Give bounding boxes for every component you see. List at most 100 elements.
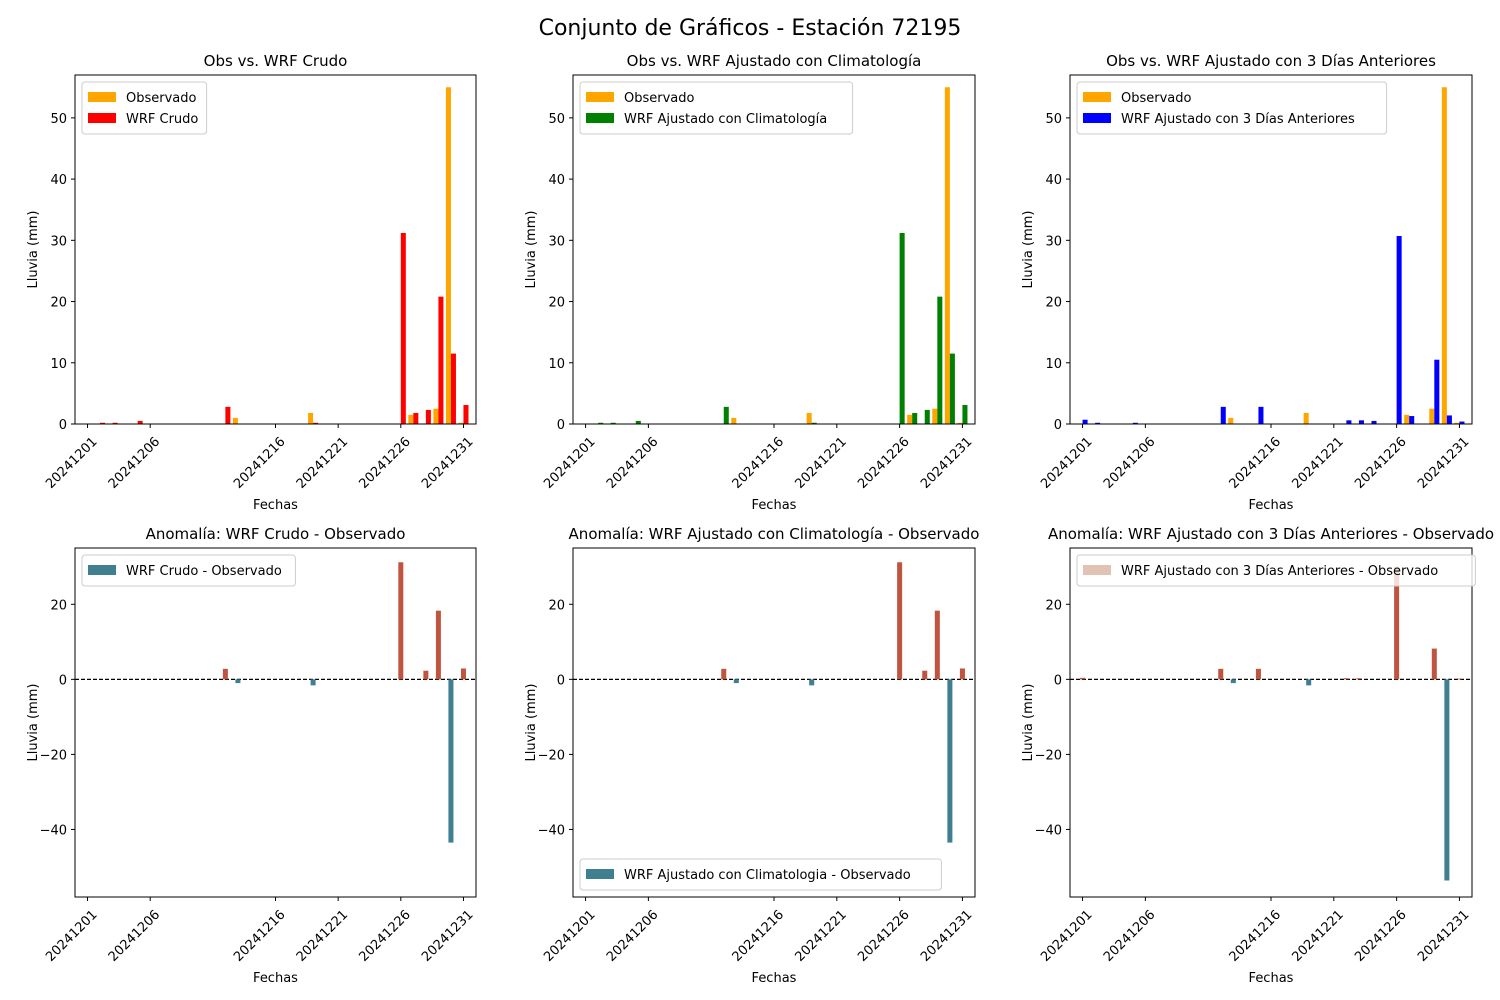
- x-axis-label: Fechas: [752, 971, 797, 986]
- bar-observado-20241231: [957, 422, 963, 424]
- bar-observado-20241227: [408, 414, 414, 424]
- x-tick-label: 20241201: [1038, 907, 1095, 964]
- y-tick-label: −40: [538, 823, 565, 838]
- plot-area: [75, 562, 476, 843]
- bar-observado-20241230: [944, 87, 950, 424]
- y-tick-label: 20: [1045, 296, 1062, 311]
- bar-wrf-ajustado-con-climatolog-a-20241231: [962, 405, 968, 424]
- plot-area: [1070, 566, 1472, 881]
- anomaly-bar-20241230: [448, 679, 454, 843]
- x-tick-label: 20241216: [1227, 434, 1284, 491]
- bar-wrf-ajustado-con-climatolog-a-20241227: [912, 412, 918, 424]
- y-tick-label: −40: [40, 823, 67, 838]
- bar-observado-20241229: [433, 408, 439, 424]
- x-tick-label: 20241226: [855, 434, 912, 491]
- legend-label: Observado: [1121, 91, 1192, 106]
- y-tick-label: 20: [548, 598, 565, 613]
- legend-label: WRF Ajustado con 3 Días Anteriores: [1121, 112, 1355, 127]
- legend-swatch: [586, 113, 614, 123]
- bar-observado-20241219: [308, 412, 314, 424]
- anomaly-bar-20241226: [1394, 566, 1400, 680]
- bar-observado-20241230: [1441, 87, 1447, 424]
- x-tick-label: 20241206: [106, 434, 163, 491]
- legend-label: WRF Ajustado con Climatologia - Observad…: [624, 868, 911, 883]
- anomaly-bar-20241219: [809, 679, 815, 686]
- legend: Observado WRF Ajustado con 3 Días Anterio…: [1076, 81, 1388, 135]
- anomaly-bar-20241231: [1456, 678, 1462, 680]
- x-tick-label: 20241206: [604, 434, 661, 491]
- x-tick-label: 20241231: [918, 907, 975, 964]
- bar-observado-20241231: [458, 422, 464, 424]
- legend: WRF Crudo - Observado: [81, 554, 296, 587]
- legend-box: [579, 858, 942, 891]
- panel-title: Anomalía: WRF Ajustado con Climatología …: [569, 525, 980, 543]
- y-tick-label: 50: [548, 112, 565, 127]
- x-axis-label: Fechas: [1249, 498, 1294, 513]
- x-tick-label: 20241221: [294, 907, 351, 964]
- anomaly-bar-20241212: [721, 668, 727, 680]
- x-tick-label: 20241206: [604, 907, 661, 964]
- legend-label: WRF Ajustado con Climatología: [624, 112, 827, 127]
- anomaly-bar-20241229: [435, 610, 441, 680]
- y-axis-label: Lluvia (mm): [1021, 684, 1036, 762]
- legend-label: WRF Ajustado con 3 Días Anteriores - Obs…: [1121, 564, 1438, 579]
- y-tick-label: 20: [1045, 598, 1062, 613]
- bar-wrf-crudo-20241227: [413, 412, 419, 424]
- bar-observado-20241219: [806, 412, 812, 424]
- bar-wrf-crudo-20241226: [400, 232, 406, 424]
- bar-wrf-ajustado-con-3-d-as-anteriores-20241224: [1371, 420, 1377, 424]
- panel-title: Obs vs. WRF Ajustado con 3 Días Anterior…: [1106, 52, 1436, 70]
- x-tick-label: 20241226: [1352, 434, 1409, 491]
- bar-observado-20241213: [731, 417, 737, 424]
- y-tick-label: −40: [1035, 823, 1062, 838]
- x-tick-label: 20241216: [231, 434, 288, 491]
- bar-observado-20241227: [907, 414, 913, 424]
- y-tick-label: 0: [557, 673, 565, 688]
- y-tick-label: 40: [1045, 173, 1062, 188]
- bar-wrf-ajustado-con-3-d-as-anteriores-20241227: [1409, 416, 1415, 424]
- x-tick-label: 20241201: [541, 434, 598, 491]
- bar-wrf-crudo-20241212: [225, 406, 231, 424]
- x-tick-label: 20241226: [1352, 907, 1409, 964]
- legend-swatch: [1083, 113, 1111, 123]
- x-tick-label: 20241226: [855, 907, 912, 964]
- x-tick-label: 20241231: [1415, 434, 1472, 491]
- bar-wrf-ajustado-con-3-d-as-anteriores-20241229: [1434, 359, 1440, 424]
- y-axis-label: Lluvia (mm): [26, 211, 41, 289]
- x-tick-label: 20241231: [918, 434, 975, 491]
- panel-title: Anomalía: WRF Crudo - Observado: [146, 525, 406, 543]
- legend-swatch: [586, 869, 614, 879]
- bar-wrf-crudo-20241203: [112, 422, 118, 424]
- y-tick-label: 20: [50, 598, 67, 613]
- anomaly-bar-20241219: [1306, 679, 1312, 686]
- y-axis-label: Lluvia (mm): [1021, 211, 1036, 289]
- x-tick-label: 20241221: [294, 434, 351, 491]
- legend-swatch: [88, 113, 116, 123]
- bar-wrf-ajustado-con-3-d-as-anteriores-20241230: [1446, 415, 1452, 424]
- y-tick-label: 0: [1054, 673, 1062, 688]
- bar-observado-20241230: [445, 87, 451, 424]
- x-tick-label: 20241201: [43, 434, 100, 491]
- bar-observado-20241229: [1429, 408, 1435, 424]
- anomaly-bar-20241228: [423, 670, 429, 680]
- x-tick-label: 20241201: [541, 907, 598, 964]
- panel-title: Obs vs. WRF Crudo: [204, 52, 348, 70]
- anomaly-bar-20241226: [398, 562, 404, 680]
- x-tick-label: 20241221: [792, 434, 849, 491]
- y-tick-label: 30: [1045, 234, 1062, 249]
- legend: WRF Ajustado con Climatologia - Observad…: [579, 858, 942, 891]
- legend: Observado WRF Crudo: [81, 81, 208, 135]
- bar-wrf-ajustado-con-3-d-as-anteriores-20241223: [1358, 420, 1364, 424]
- x-tick-label: 20241226: [356, 907, 413, 964]
- axes-frame: [74, 547, 477, 898]
- anomaly-bar-20241212: [1218, 668, 1224, 680]
- bar-wrf-crudo-20241231: [463, 405, 469, 424]
- bar-observado-20241213: [1228, 417, 1234, 424]
- y-tick-label: 40: [50, 173, 67, 188]
- anomaly-bar-20241222: [1343, 678, 1349, 680]
- x-tick-label: 20241201: [1038, 434, 1095, 491]
- plot-area: [598, 87, 968, 424]
- bar-wrf-ajustado-con-climatolog-a-20241203: [610, 422, 616, 424]
